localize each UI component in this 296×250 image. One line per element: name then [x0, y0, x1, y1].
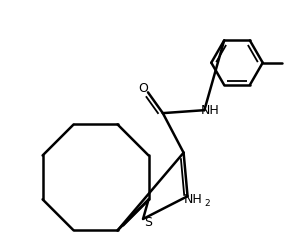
Text: NH: NH: [184, 193, 203, 206]
Text: NH: NH: [201, 104, 220, 117]
Text: O: O: [138, 82, 148, 95]
Text: 2: 2: [205, 198, 210, 207]
Text: S: S: [144, 216, 152, 230]
